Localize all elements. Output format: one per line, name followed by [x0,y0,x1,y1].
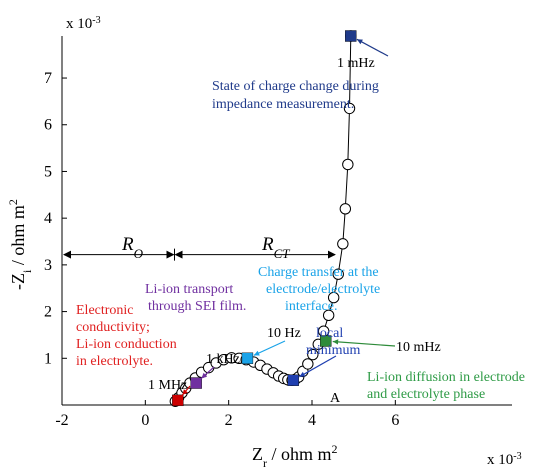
y-axis-label: -Zi / ohm m2 [6,199,34,290]
marker-1-mHz [345,30,357,42]
label-1MHz: 1 MHz [148,378,187,393]
x-tick-label: 2 [225,412,233,429]
local-min-line-1: local [316,326,343,341]
x-tick-label: 6 [391,412,399,429]
arrow-10Hz-head [253,350,260,356]
annotation-sei: Li-ion transport through SEI film. [145,282,246,314]
y-tick-label: 7 [44,70,52,87]
frequency-markers [172,30,357,407]
data-point [302,358,314,370]
label-A: A [330,391,341,406]
x-tick-label: 0 [141,412,149,429]
electronic-line-3: Li-ion conduction [76,337,177,352]
y-tick-label: 6 [44,117,52,134]
label-1kHz: 1 kHz [206,352,240,367]
data-point [332,268,344,280]
sei-line-1: Li-ion transport [145,282,233,297]
arrow-10mHz-head [332,339,339,345]
y-tick-label: 2 [44,304,52,321]
ct-line-2: electrode/electrolyte [266,282,380,297]
rct-label: RCT [261,234,290,261]
electronic-line-2: conductivity; [76,320,150,335]
data-point [307,348,319,361]
sei-line-2: through SEI film. [148,299,246,314]
annotation-local-minimum: local minimum [306,326,361,358]
ro-label: RO [121,234,144,261]
y-tick-label: 1 [44,350,52,367]
x-tick-label: 4 [308,412,316,429]
annotation-charge-transfer: Charge transfer at the electrode/electro… [258,265,380,314]
data-point [337,238,349,250]
ct-line-3: interface. [285,299,337,314]
arrow-10mHz [332,340,396,347]
label-10mHz: 10 mHz [396,340,441,355]
soc-line-1: State of charge change during [212,79,379,94]
local-min-line-2: minimum [306,343,361,358]
marker-10-Hz [241,352,254,364]
electronic-line-4: in electrolyte. [76,354,153,369]
data-point [322,309,335,322]
axis-ticks: -2 0 2 4 6 1 2 3 4 5 6 7 [44,70,399,429]
ct-line-1: Charge transfer at the [258,265,379,280]
label-10Hz: 10 Hz [267,326,301,341]
axes-frame [61,36,512,406]
x-multiplier: x 10-3 [487,451,522,469]
arrow-10Hz [253,340,286,356]
data-point [343,102,356,115]
arrow-local-min-head [299,371,306,377]
annotation-electronic: Electronic conductivity; Li-ion conducti… [76,303,177,369]
marker-A [287,374,299,386]
y-tick-label: 5 [44,163,52,180]
y-tick-label: 3 [44,257,52,274]
x-axis-label: Zr / ohm m2 [252,442,338,470]
arrow-1kHz-head [201,372,208,379]
soc-line-2: impedance measurement. [212,97,354,112]
resistance-regions [63,248,336,261]
diffusion-line-1: Li-ion diffusion in electrode [367,370,525,385]
label-1mHz: 1 mHz [337,56,375,71]
annotation-diffusion: Li-ion diffusion in electrode and electr… [367,370,525,402]
annotation-arrows [181,38,396,396]
x-tick-label: -2 [55,412,68,429]
y-multiplier: x 10-3 [66,15,101,33]
arrow-1mHz-head [356,39,363,45]
marker-1-kHz [190,377,202,389]
data-point [339,203,352,215]
annotation-soc: State of charge change during impedance … [212,79,379,112]
marker-1-MHz [172,394,184,407]
diffusion-line-2: and electrolyte phase [367,387,485,402]
marker-10-mHz [320,335,332,347]
arrow-1MHz-head [182,389,188,395]
data-point [327,291,340,304]
arrow-1mHz [356,38,389,57]
data-point [342,158,354,171]
y-tick-label: 4 [44,210,52,227]
arrow-local-min [299,355,337,378]
electronic-line-1: Electronic [76,303,134,318]
